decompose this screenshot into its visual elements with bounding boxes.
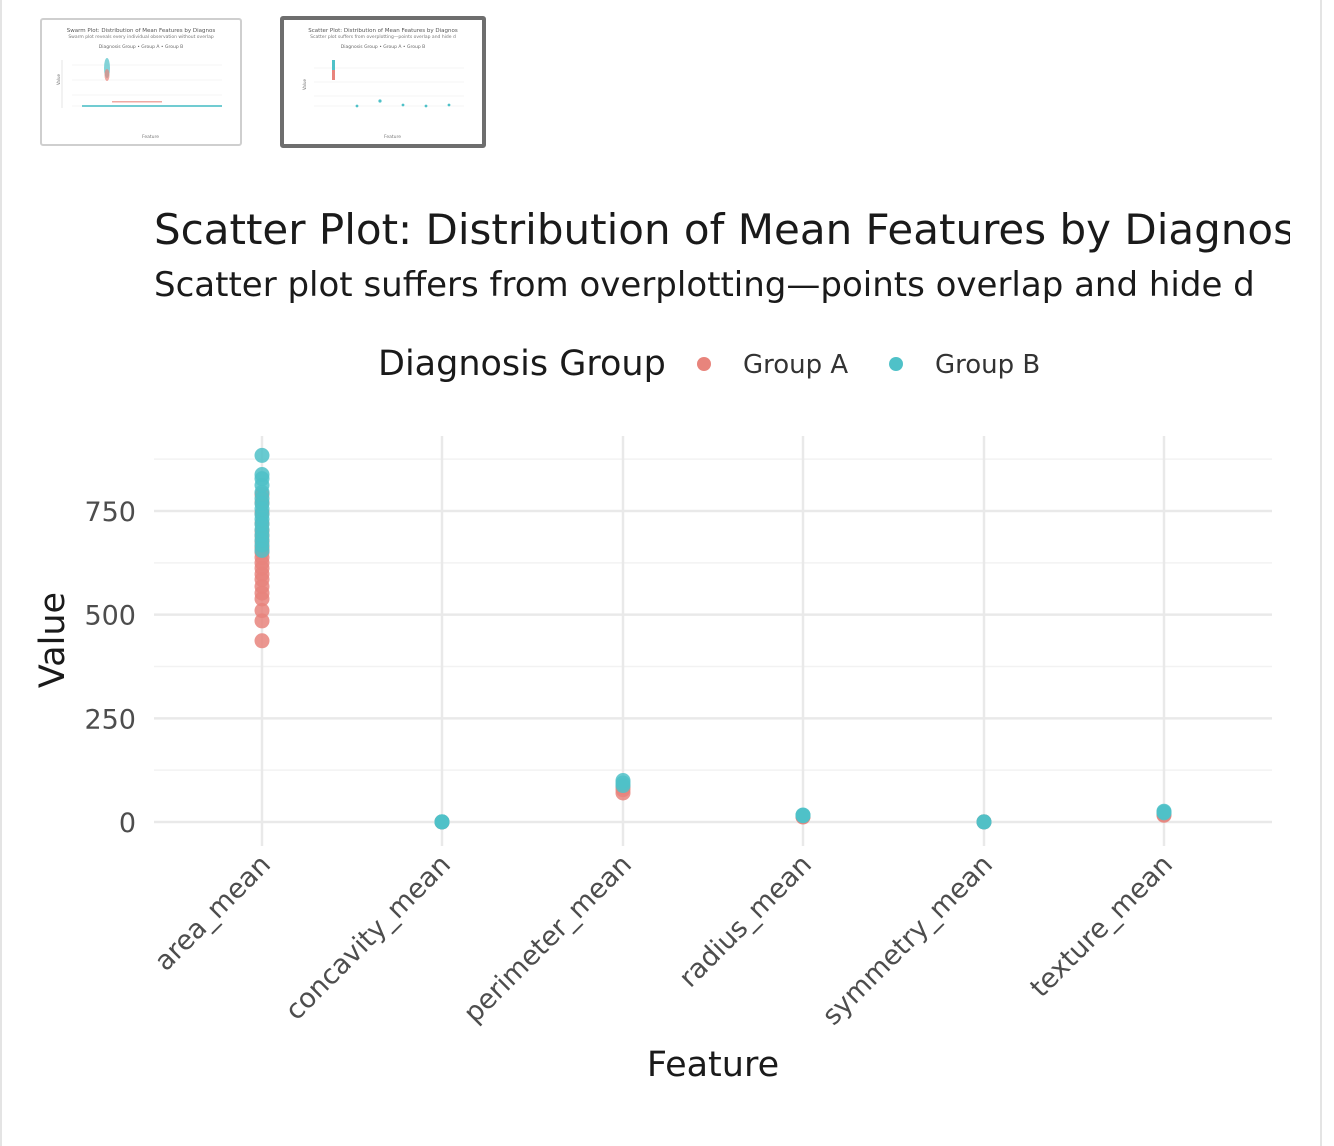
thumbnail-title: Swarm Plot: Distribution of Mean Feature…	[66, 28, 216, 34]
thumbnail-preview-scatter: Value Feature	[302, 60, 464, 140]
data-point-group-a	[254, 633, 270, 649]
x-tick-label: texture_mean	[1024, 849, 1179, 1004]
y-axis-ticks: 0 250 500 750	[84, 497, 136, 839]
y-axis-label: Value	[33, 592, 73, 688]
data-point-group-b	[254, 447, 270, 463]
points	[254, 447, 1172, 830]
thumbnail-legend: Diagnosis Group • Group A • Group B	[98, 45, 184, 50]
legend-label-group-a: Group A	[743, 350, 849, 380]
svg-text:Value: Value	[302, 78, 307, 90]
y-tick-label: 0	[119, 808, 136, 839]
thumbnail-legend: Diagnosis Group • Group A • Group B	[340, 45, 426, 50]
y-tick-label: 500	[84, 601, 136, 632]
legend-swatch-group-b	[889, 357, 903, 371]
legend-swatch-group-a	[697, 357, 711, 371]
data-point-group-a	[254, 613, 270, 629]
data-point-group-b	[254, 467, 270, 483]
x-axis-label: Feature	[647, 1045, 779, 1085]
window-border-left	[0, 0, 2, 1146]
x-tick-label: perimeter_mean	[458, 849, 638, 1029]
data-point-group-b	[434, 814, 450, 830]
thumbnail-title: Scatter Plot: Distribution of Mean Featu…	[308, 28, 458, 34]
window-border-right	[1320, 0, 1322, 1146]
svg-text:Feature: Feature	[142, 134, 159, 140]
legend-title: Diagnosis Group	[378, 344, 666, 384]
data-point-group-b	[795, 807, 811, 823]
x-tick-label: concavity_mean	[279, 849, 456, 1026]
grid	[154, 436, 1272, 846]
chart-subtitle: Scatter plot suffers from overplotting—p…	[154, 265, 1255, 305]
y-tick-label: 750	[84, 497, 136, 528]
data-point-group-a	[254, 603, 270, 619]
y-tick-label: 250	[84, 704, 136, 735]
thumbnail-subtitle: Scatter plot suffers from overplotting—p…	[310, 35, 456, 40]
x-tick-label: symmetry_mean	[817, 849, 999, 1031]
x-tick-label: radius_mean	[673, 849, 818, 994]
data-point-group-b	[1156, 803, 1172, 819]
svg-text:Value: Value	[56, 73, 61, 85]
thumbnail-scatter-plot[interactable]: Scatter Plot: Distribution of Mean Featu…	[280, 16, 486, 148]
x-tick-label: area_mean	[149, 849, 277, 977]
thumbnail-swarm-plot[interactable]: Swarm Plot: Distribution of Mean Feature…	[40, 18, 242, 146]
data-point-group-b	[615, 773, 631, 789]
thumbnail-preview-swarm: Value Feature	[56, 58, 222, 140]
x-axis-ticks: area_mean concavity_mean perimeter_mean rad…	[149, 849, 1179, 1031]
svg-text:Feature: Feature	[384, 134, 401, 140]
chart-title: Scatter Plot: Distribution of Mean Featu…	[154, 205, 1290, 254]
legend-label-group-b: Group B	[935, 350, 1041, 380]
thumbnail-subtitle: Swarm plot reveals every individual obse…	[68, 35, 214, 40]
data-point-group-b	[976, 814, 992, 830]
